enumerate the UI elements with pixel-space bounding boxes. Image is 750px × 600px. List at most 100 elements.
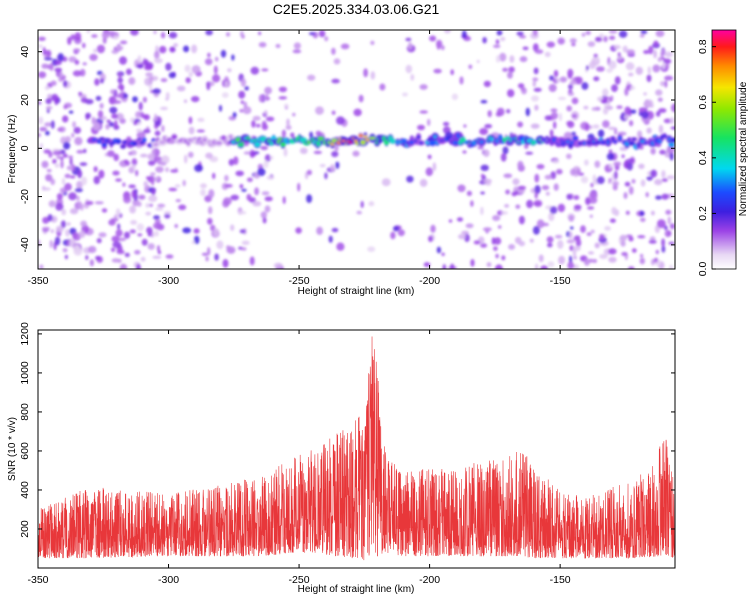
spectrogram-cell <box>586 232 592 237</box>
spectrogram-cell <box>98 169 105 179</box>
spectrogram-cell <box>250 66 260 75</box>
spectrogram-cell <box>621 154 625 158</box>
band-cell <box>365 138 371 142</box>
spectrogram-cell <box>128 77 136 85</box>
spectrogram-cell <box>568 214 575 222</box>
spectrogram-cell <box>213 65 218 75</box>
spectrogram-cell <box>538 254 544 263</box>
spectrogram-cell <box>477 146 485 150</box>
spectrogram-cell <box>587 206 595 210</box>
spectrogram-cell <box>224 80 229 88</box>
spectrogram-cell <box>95 95 102 101</box>
spectrogram-cell <box>508 244 516 250</box>
spectrogram-cell <box>252 115 261 121</box>
spectrogram-cell <box>129 229 136 234</box>
spectrogram-cell <box>149 76 154 81</box>
band-cell <box>670 137 675 143</box>
spectrogram-cell <box>608 178 612 182</box>
spectrogram-cell <box>599 33 604 38</box>
spectrogram-cell <box>336 116 345 125</box>
spectrogram-cell <box>147 153 156 161</box>
spectrogram-cell <box>125 160 130 166</box>
spectrogram-cell <box>308 31 316 36</box>
spectrogram-x-axis: -350 -300 -250 -200 -150 <box>27 30 571 287</box>
spectrogram-cell <box>643 100 652 108</box>
spectrogram-cell <box>594 160 601 168</box>
spectrogram-cell <box>402 92 408 97</box>
spectrogram-cell <box>157 250 161 255</box>
spectrogram-cell <box>635 66 643 75</box>
spectrogram-cell <box>318 30 326 38</box>
spectrogram-cell <box>161 155 170 165</box>
spectrogram-cell <box>591 107 597 111</box>
spectrogram-y-label: Frequency (Hz) <box>7 115 18 184</box>
spectrogram-cell <box>196 129 205 133</box>
spectrogram-cell <box>146 226 153 234</box>
band-cell <box>644 141 648 145</box>
spectrogram-cell <box>200 189 206 197</box>
spectrogram-cell <box>57 127 63 132</box>
spectrogram-cell <box>76 195 80 201</box>
band-cell <box>572 136 579 141</box>
spectrogram-cell <box>164 211 172 215</box>
spectrogram-cell <box>450 263 455 269</box>
snr-x-axis: -350 -300 -250 -200 -150 <box>27 330 571 586</box>
spectrogram-cell <box>258 31 262 35</box>
spectrogram-cell <box>284 103 289 108</box>
spectrogram-cell <box>137 201 142 207</box>
spectrogram-cell <box>175 199 181 203</box>
spectrogram-cell <box>113 100 122 104</box>
spectrogram-cell <box>109 30 115 37</box>
spectrogram-cell <box>115 113 124 121</box>
spectrogram-cell <box>63 141 71 150</box>
spectrogram-cell <box>658 108 667 113</box>
spectrogram-cell <box>534 49 544 54</box>
spectrogram-cell <box>94 201 104 205</box>
spectrogram-cell <box>548 212 555 222</box>
spectrogram-cell <box>197 117 205 122</box>
spectrogram-cell <box>532 77 539 82</box>
spectrogram-cell <box>94 78 100 86</box>
spectrogram-cell <box>459 76 464 85</box>
spectrogram-cell <box>567 92 575 96</box>
spectrogram-cell <box>264 196 273 202</box>
spectrogram-cell <box>353 108 362 117</box>
spectrogram-cell <box>143 181 148 188</box>
spectrogram-cell <box>129 117 135 123</box>
spectrogram-cell <box>299 147 308 154</box>
spectrogram-cell <box>526 199 534 209</box>
spectrogram-cell <box>54 236 61 246</box>
spectrogram-cell <box>261 191 270 196</box>
spectrogram-cell <box>118 82 123 90</box>
spectrogram-cell <box>240 100 244 104</box>
spectrogram-cell <box>363 68 368 78</box>
spectrogram-cell <box>124 252 130 258</box>
spectrogram-cell <box>145 203 150 208</box>
chart-title: C2E5.2025.334.03.06.G21 <box>273 1 440 17</box>
spectrogram-cell <box>194 164 203 173</box>
spectrogram-cell <box>223 197 232 206</box>
spectrogram-cell <box>358 94 364 103</box>
spectrogram-cell <box>226 32 230 37</box>
spectrogram-cell <box>512 178 520 186</box>
spectrogram-cell <box>417 124 425 131</box>
spectrogram-cell <box>138 101 143 111</box>
spectrogram-cell <box>367 246 376 252</box>
spectrogram-cell <box>554 234 563 239</box>
spectrogram-cell <box>45 105 53 110</box>
spectrogram-cell <box>461 30 467 39</box>
spectrogram-cell <box>71 132 75 138</box>
spectrogram-cell <box>624 106 631 115</box>
band-cell <box>168 139 176 144</box>
spectrogram-cell <box>570 226 574 230</box>
spectrogram-cell <box>652 64 661 73</box>
spectrogram-cell <box>145 72 153 77</box>
spectrogram-cell <box>405 37 412 42</box>
band-cell <box>229 134 233 140</box>
spectrogram-cell <box>618 30 628 38</box>
band-cell <box>101 142 107 148</box>
spectrogram-cell <box>292 49 302 54</box>
spectrogram-cell <box>661 238 665 247</box>
spectrogram-cell <box>201 252 209 256</box>
spectrogram-cell <box>483 149 490 157</box>
